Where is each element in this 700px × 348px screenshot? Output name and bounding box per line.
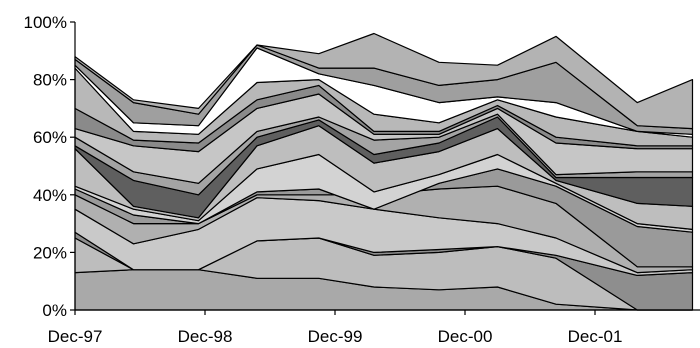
x-tick-label: Dec-00 xyxy=(438,327,493,346)
y-axis-tick-labels: 0% 20% 40% 60% 80% 100% xyxy=(24,13,67,320)
y-tick-label: 60% xyxy=(33,128,67,147)
area-bands xyxy=(74,32,694,311)
x-tick-label: Dec-99 xyxy=(308,327,363,346)
y-tick-label: 100% xyxy=(24,13,67,32)
x-tick-label: Dec-97 xyxy=(48,327,103,346)
axes xyxy=(70,21,700,315)
x-tick-label: Dec-01 xyxy=(568,327,623,346)
y-tick-label: 40% xyxy=(33,186,67,205)
y-tick-label: 80% xyxy=(33,71,67,90)
x-axis-tick-labels: Dec-97 Dec-98 Dec-99 Dec-00 Dec-01 xyxy=(48,327,623,346)
y-tick-label: 20% xyxy=(33,243,67,262)
x-tick-label: Dec-98 xyxy=(178,327,233,346)
area-band-16 xyxy=(74,32,694,130)
y-tick-label: 0% xyxy=(42,301,67,320)
